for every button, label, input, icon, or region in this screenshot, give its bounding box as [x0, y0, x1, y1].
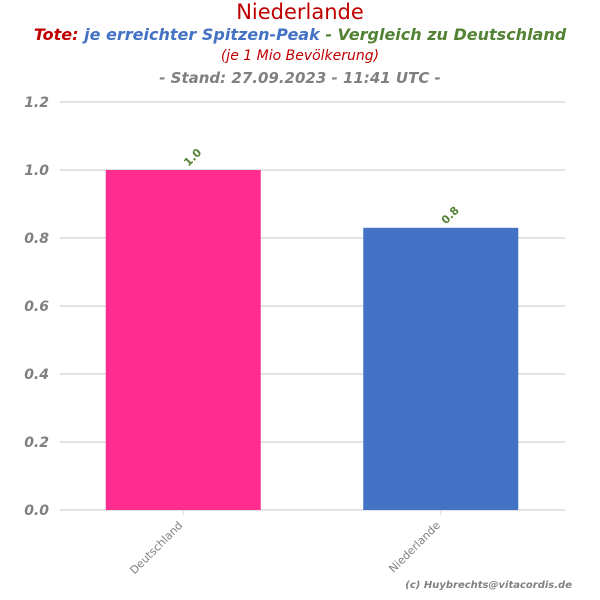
data-label: 0.8 [439, 204, 462, 227]
x-tick-label: Deutschland [127, 519, 185, 577]
y-tick-label: 1.2 [24, 95, 49, 111]
chart-unit-note: (je 1 Mio Bevölkerung) [220, 48, 380, 64]
credit-text: (c) Huybrechts@vitacordis.de [405, 580, 572, 591]
y-tick-label: 0.8 [24, 231, 49, 247]
chart-title: Niederlande [236, 0, 364, 24]
chart-timestamp: - Stand: 27.09.2023 - 11:41 UTC - [159, 69, 441, 87]
data-label: 1.0 [181, 146, 204, 169]
subtitle-part-tote: Tote: [33, 25, 79, 44]
y-tick-label: 0.4 [24, 367, 49, 383]
bar-deutschland [105, 170, 261, 510]
chart-subtitle: Tote: je erreichter Spitzen-Peak - Vergl… [0, 24, 600, 46]
subtitle-part-peak: je erreichter Spitzen-Peak [84, 25, 320, 44]
subtitle-part-vergleich: - Vergleich zu Deutschland [325, 25, 567, 44]
x-tick-label: Niederlande [386, 519, 443, 576]
y-tick-label: 0.6 [24, 299, 49, 315]
bar-niederlande [363, 227, 519, 511]
y-tick-label: 0.2 [24, 435, 49, 451]
y-tick-label: 1.0 [24, 163, 49, 179]
y-tick-label: 0.0 [24, 503, 49, 519]
